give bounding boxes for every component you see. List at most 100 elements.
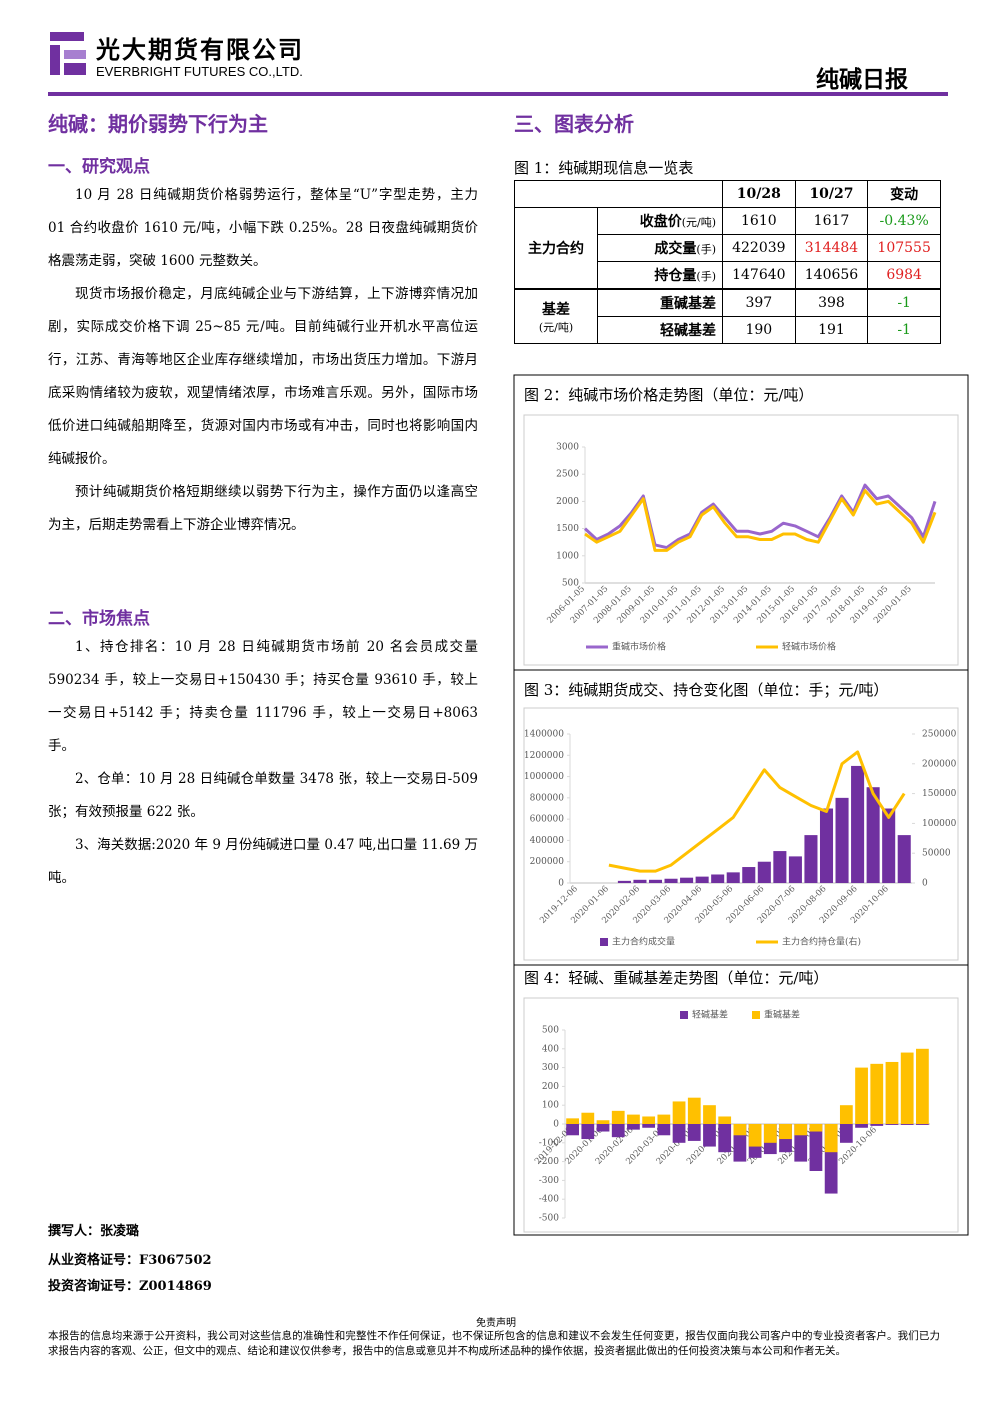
- value-cell: -1: [867, 288, 941, 317]
- y-tick-label: 200000: [530, 857, 565, 867]
- table-row: 轻碱基差 190 191 -1: [515, 316, 941, 344]
- bar: [633, 879, 647, 883]
- y-tick-label: 0: [553, 1120, 559, 1130]
- bar: [672, 1101, 686, 1124]
- group-unit: (元/吨): [538, 320, 574, 334]
- legend-label: 轻碱市场价格: [782, 641, 836, 653]
- y-tick-label: 200: [542, 1082, 559, 1092]
- bar: [596, 1124, 610, 1132]
- bar: [726, 872, 740, 883]
- bar: [617, 880, 631, 883]
- bar: [897, 835, 911, 883]
- item-cell: 收盘价(元/吨): [597, 207, 723, 235]
- value-cell: -1: [867, 316, 941, 344]
- bar: [748, 1124, 762, 1147]
- bar: [695, 876, 709, 883]
- chart-title: 图 4：轻碱、重碱基差走势图（单位：元/吨）: [524, 969, 828, 987]
- group-name: 基差: [542, 301, 570, 318]
- item-cell: 成交量(手): [597, 234, 723, 262]
- value-cell: 190: [722, 316, 796, 344]
- y2-tick-label: 200000: [922, 759, 957, 769]
- bar: [835, 797, 849, 883]
- group-label: 主力合约: [514, 207, 598, 290]
- value-cell: 147640: [722, 261, 796, 290]
- y-tick-label: 1500: [556, 524, 579, 534]
- y2-tick-label: 100000: [922, 819, 957, 829]
- legend-swatch: [680, 1011, 688, 1019]
- bar: [866, 787, 880, 883]
- bar: [885, 1061, 899, 1124]
- bar: [627, 1124, 640, 1130]
- right-heading: 三、图表分析: [514, 112, 634, 136]
- bar: [839, 1124, 853, 1143]
- value-cell: 140656: [794, 261, 869, 290]
- y-tick-label: -100: [539, 1138, 559, 1148]
- disclaimer-title: 免责声明: [476, 1318, 516, 1329]
- bar: [819, 808, 834, 883]
- license: 从业资格证号：F3067502: [48, 1253, 212, 1268]
- item-name: 成交量: [654, 241, 697, 257]
- value-cell: 398: [794, 288, 869, 317]
- bar: [657, 1114, 671, 1124]
- y2-tick-label: 150000: [922, 789, 957, 799]
- column-header: 变动: [867, 180, 941, 208]
- group-label: 基差 (元/吨): [514, 288, 598, 344]
- item-cell: 重碱基差: [597, 288, 723, 317]
- advisory: 投资咨询证号：Z0014869: [48, 1279, 212, 1294]
- column-header: 10/27: [794, 180, 869, 208]
- bar: [763, 1124, 777, 1143]
- paragraph: 3、海关数据:2020 年 9 月份纯碱进口量 0.47 吨,出口量 11.69…: [48, 837, 478, 886]
- chart-frame: [523, 997, 959, 1233]
- table: 10/28 10/27 变动 主力合约 收盘价(元/吨) 1610 1617 -0.43% 成交…: [514, 180, 941, 344]
- bar: [757, 861, 771, 883]
- legend-swatch: [752, 1011, 760, 1019]
- bar: [839, 1105, 853, 1124]
- bar: [566, 1118, 579, 1124]
- bar: [855, 1124, 868, 1128]
- bar: [596, 1120, 610, 1124]
- y2-tick-label: 0: [922, 879, 928, 889]
- bar: [581, 1124, 595, 1140]
- column-header: 10/28: [722, 180, 796, 208]
- table-header: 10/28 10/27 变动: [514, 180, 941, 208]
- bar: [804, 835, 818, 883]
- bar: [809, 1124, 823, 1171]
- company-cn: 光大期货有限公司: [96, 35, 304, 64]
- y-tick-label: -400: [539, 1195, 559, 1205]
- item-name: 持仓量: [654, 268, 697, 284]
- y-tick-label: -500: [539, 1214, 559, 1224]
- y-tick-label: 1000000: [524, 772, 564, 782]
- bar: [611, 1124, 625, 1138]
- value-cell: 314484: [794, 234, 869, 262]
- y2-tick-label: 250000: [922, 730, 957, 740]
- bar: [718, 1116, 732, 1124]
- y-tick-label: 2000: [556, 497, 579, 507]
- y-tick-label: 500: [562, 579, 579, 589]
- legend-label: 重碱基差: [764, 1009, 800, 1021]
- y-tick-label: -300: [539, 1176, 559, 1186]
- bar: [916, 1048, 929, 1124]
- disclaimer: 本报告的信息均来源于公开资料，我公司对这些信息的准确性和完整性不作任何保证，也不…: [48, 1330, 940, 1357]
- table-caption: 图 1：纯碱期现信息一览表: [514, 159, 694, 177]
- table-row: 成交量(手) 422039 314484 107555: [515, 234, 941, 262]
- paragraph: 2、仓单：10 月 28 日纯碱仓单数量 3478 张，较上一交易日-509 张…: [48, 771, 478, 820]
- item-unit: (元/吨): [681, 216, 716, 229]
- series-line: [608, 750, 906, 873]
- y-tick-label: 600000: [530, 815, 565, 825]
- value-cell: 1610: [722, 207, 796, 235]
- section-heading: 二、市场焦点: [48, 609, 150, 629]
- item-name: 收盘价: [639, 214, 682, 230]
- company-en: EVERBRIGHT FUTURES CO.,LTD.: [96, 64, 303, 79]
- paragraph: 1、持仓排名：10 月 28 日纯碱期货市场前 20 名会员成交量 590234…: [48, 639, 478, 754]
- bar: [648, 879, 663, 883]
- cell: [514, 180, 723, 208]
- legend-swatch: [600, 938, 608, 946]
- item-cell: 轻碱基差: [597, 316, 723, 344]
- item-unit: (手): [696, 243, 716, 256]
- series-line: [584, 489, 937, 552]
- y-tick-label: 400: [542, 1044, 559, 1054]
- chart-frame: [523, 414, 959, 666]
- left-column: 一、研究观点 10 月 28 日纯碱期货价格弱势运行，整体呈“U”字型走势，主力 …: [48, 152, 478, 895]
- legend-label: 轻碱基差: [692, 1009, 728, 1021]
